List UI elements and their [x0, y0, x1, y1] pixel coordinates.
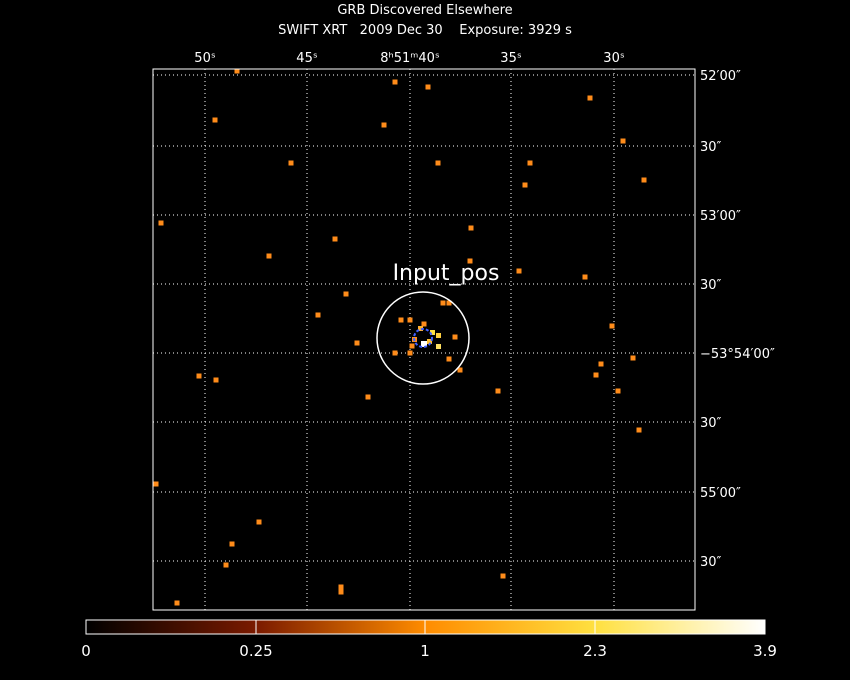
right-tick-label: 55′00″: [700, 486, 741, 501]
region-circle: [376, 291, 470, 385]
colorbar-label: 0: [81, 642, 91, 660]
right-tick-label: −53°54′00″: [700, 347, 775, 362]
colorbar-label: 0.25: [239, 642, 272, 660]
colorbar-ticks: [255, 620, 596, 634]
title: GRB Discovered Elsewhere: [337, 3, 512, 18]
colorbar-label: 2.3: [583, 642, 607, 660]
top-tick-label: 35ˢ: [500, 51, 522, 66]
top-tick-label: 30ˢ: [603, 51, 625, 66]
top-tick-label: 45ˢ: [296, 51, 318, 66]
right-tick-label: 30″: [700, 278, 722, 293]
annotation: Input_pos: [393, 261, 500, 286]
colorbar-label: 1: [420, 642, 430, 660]
right-tick-label: 52′00″: [700, 69, 741, 84]
colorbar-label: 3.9: [753, 642, 777, 660]
top-tick-label: 50ˢ: [194, 51, 216, 66]
top-tick-label: 8ʰ51ᵐ40ˢ: [380, 51, 440, 66]
plot-frame: [152, 68, 696, 611]
right-tick-label: 30″: [700, 416, 722, 431]
position-circle: [413, 328, 433, 348]
right-tick-label: 30″: [700, 555, 722, 570]
subtitle: SWIFT XRT 2009 Dec 30 Exposure: 3929 s: [278, 23, 572, 38]
right-tick-label: 53′00″: [700, 209, 741, 224]
right-tick-label: 30″: [700, 140, 722, 155]
